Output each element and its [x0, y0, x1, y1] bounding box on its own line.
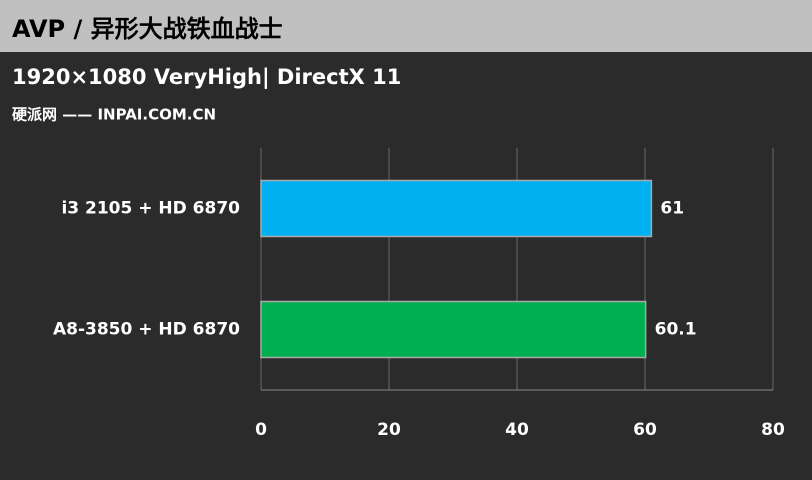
y-tick-label: i3 2105 + HD 6870 [61, 199, 240, 219]
y-tick-label: A8-3850 + HD 6870 [53, 320, 240, 340]
source: 硬派网 —— INPAI.COM.CN [12, 106, 216, 124]
title-bar [0, 0, 812, 52]
bar [260, 179, 653, 238]
x-tick-label: 80 [761, 420, 785, 440]
bar [260, 300, 647, 359]
chart-title: AVP / 异形大战铁血战士 [12, 15, 283, 43]
value-label: 60.1 [655, 320, 697, 340]
x-tick-label: 0 [255, 420, 267, 440]
chart-subtitle: 1920×1080 VeryHigh| DirectX 11 [12, 65, 401, 90]
x-tick-label: 60 [633, 420, 657, 440]
value-label: 61 [660, 199, 684, 219]
x-tick-label: 40 [505, 420, 529, 440]
x-tick-label: 20 [377, 420, 401, 440]
